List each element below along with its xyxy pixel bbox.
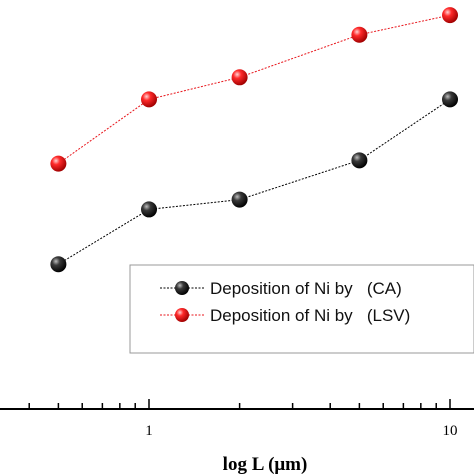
legend-label-lsv: Deposition of Ni by (LSV): [210, 306, 410, 325]
legend-label-ca: Deposition of Ni by (CA): [210, 279, 402, 298]
series-1-point: [50, 155, 67, 172]
series-0-point: [351, 152, 368, 169]
x-axis: 1 10 log L (μm): [0, 399, 474, 474]
legend: Deposition of Ni by (CA) Deposition of N…: [129, 264, 474, 354]
legend-marker-lsv: [175, 308, 189, 322]
x-ticks: [28, 399, 451, 409]
series-1-point: [351, 26, 368, 43]
legend-frame: [129, 264, 474, 354]
series-line-0: [58, 98, 451, 265]
x-tick-label: 10: [443, 423, 458, 439]
legend-marker-ca: [175, 281, 189, 295]
plot-series: [50, 7, 458, 273]
series-0-point: [141, 201, 157, 218]
series-1-point: [231, 69, 248, 86]
series-0-point: [50, 256, 67, 273]
series-0-point: [442, 91, 458, 108]
x-tick-label: 1: [145, 423, 153, 439]
series-1-point: [141, 91, 157, 108]
series-0-point: [231, 191, 248, 208]
series-1-point: [442, 7, 458, 24]
x-axis-title: log L (μm): [223, 454, 308, 474]
series-line-1: [58, 14, 451, 165]
